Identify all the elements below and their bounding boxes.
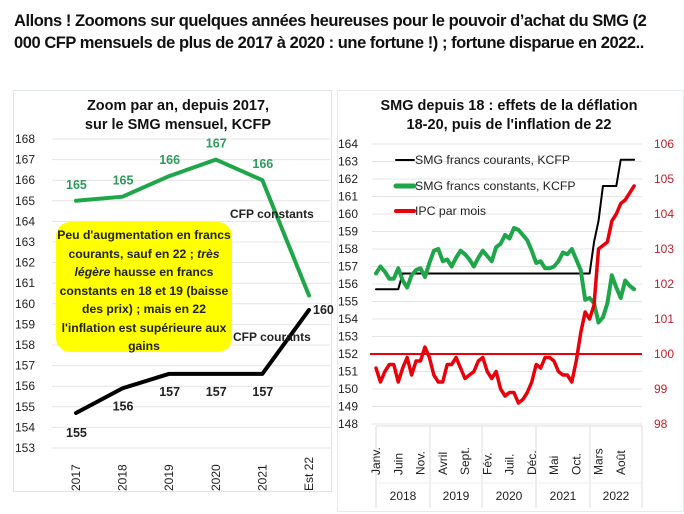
x-year-label: 2020 (496, 489, 523, 503)
x-month-label: Fév. (480, 453, 494, 475)
x-month-label: Août (614, 450, 628, 475)
data-label-constant: 166 (159, 153, 180, 167)
y-tick-label: 157 (15, 359, 35, 373)
y-tick-label: 157 (338, 260, 358, 274)
y-tick-label: 149 (338, 400, 358, 414)
data-label-current: 156 (113, 399, 134, 413)
series-line-current (375, 158, 636, 291)
x-year-label: 2019 (443, 489, 470, 503)
y-tick-label: 156 (15, 379, 35, 393)
y-tick-label: 161 (15, 276, 35, 290)
callout-text-part3: hausse en francs constants en 18 et 19 (… (59, 265, 229, 353)
callout-text-part1: Peu d'augmentation en francs courants, s… (57, 228, 231, 261)
x-month-label: Mai (547, 456, 561, 475)
y-tick-label: 165 (15, 194, 35, 208)
x-year-label: 2018 (390, 489, 417, 503)
y-tick-label: 156 (338, 277, 358, 291)
x-month-label: Déc. (525, 450, 539, 475)
y-tick-label: 155 (15, 400, 35, 414)
y-tick-label: 152 (338, 347, 358, 361)
y2-tick-label: 99 (654, 382, 668, 396)
y2-tick-label: 100 (654, 347, 674, 361)
x-tick-label: 2019 (162, 464, 176, 491)
y-tick-label: 161 (338, 190, 358, 204)
y-tick-label: 155 (338, 295, 358, 309)
x-year-label: 2022 (603, 489, 630, 503)
y2-tick-label: 102 (654, 277, 674, 291)
chart-title-line: 18-20, puis de l'inflation de 22 (407, 117, 612, 133)
legend-entry: SMG francs courants, KCFP (415, 153, 570, 167)
y-tick-label: 158 (338, 242, 358, 256)
y-tick-label: 159 (15, 317, 35, 331)
y-tick-label: 154 (15, 420, 35, 434)
series-line-current (74, 307, 311, 415)
legend-entry: IPC par mois (415, 204, 486, 218)
x-month-label: Avril (436, 452, 450, 475)
x-month-label: Janv. (369, 447, 383, 475)
data-label-current: 160 (313, 303, 334, 317)
y2-tick-label: 101 (654, 312, 674, 326)
y-tick-label: 160 (338, 207, 358, 221)
y-tick-label: 166 (15, 173, 35, 187)
y2-tick-label: 105 (654, 172, 674, 186)
y-tick-label: 148 (338, 417, 358, 431)
y-tick-label: 162 (15, 256, 35, 270)
data-label-constant: 165 (113, 174, 134, 188)
data-label-constant: 166 (252, 157, 273, 171)
x-tick-label: 2020 (209, 464, 223, 491)
y-tick-label: 158 (15, 338, 35, 352)
data-label-current: 157 (252, 385, 273, 399)
y-tick-label: 168 (15, 132, 35, 146)
y-tick-label: 153 (15, 441, 35, 455)
callout-box: Peu d'augmentation en francs courants, s… (56, 222, 232, 353)
x-tick-label: Est 22 (302, 457, 316, 491)
y-tick-label: 150 (338, 382, 358, 396)
x-month-label: Oct. (569, 453, 583, 475)
y-tick-label: 163 (15, 235, 35, 249)
x-tick-label: 2018 (116, 464, 130, 491)
x-year-label: 2021 (550, 489, 577, 503)
data-label-constant: 165 (66, 178, 87, 192)
y-tick-label: 154 (338, 312, 358, 326)
y-tick-label: 164 (338, 137, 358, 151)
chart-title-line: SMG depuis 18 : effets de la déflation (380, 98, 637, 114)
y-tick-label: 167 (15, 153, 35, 167)
callout-text-italic: très légère (74, 246, 220, 280)
y-tick-label: 162 (338, 172, 358, 186)
chart-title-line: Zoom par an, depuis 2017, (87, 98, 269, 114)
data-label-current: 157 (206, 385, 227, 399)
y-tick-label: 160 (15, 297, 35, 311)
x-tick-label: 2017 (69, 464, 83, 491)
x-tick-label: 2021 (255, 464, 269, 491)
x-month-label: Mars (592, 448, 606, 475)
data-label-current: 155 (66, 426, 87, 440)
label-cfp-constants: CFP constants (230, 207, 314, 221)
y-tick-label: 153 (338, 330, 358, 344)
y2-tick-label: 98 (654, 417, 668, 431)
x-month-label: Juil. (503, 454, 517, 475)
y2-tick-label: 104 (654, 207, 674, 221)
data-label-constant: 167 (206, 137, 227, 151)
y-tick-label: 163 (338, 155, 358, 169)
label-cfp-courants: CFP courants (233, 330, 311, 344)
y-tick-label: 151 (338, 365, 358, 379)
legend-entry: SMG francs constants, KCFP (415, 179, 576, 193)
y-tick-label: 159 (338, 225, 358, 239)
x-month-label: Nov. (414, 451, 428, 475)
x-month-label: Sept. (458, 447, 472, 475)
series-line-constant (74, 157, 311, 298)
x-month-label: Juin (391, 453, 405, 475)
series-line-constant (374, 226, 637, 325)
y2-tick-label: 106 (654, 137, 674, 151)
y-tick-label: 164 (15, 214, 35, 228)
data-label-current: 157 (159, 385, 180, 399)
headline: Allons ! Zoomons sur quelques années heu… (14, 12, 647, 52)
y2-tick-label: 103 (654, 242, 674, 256)
chart-title-line: sur le SMG mensuel, KCFP (85, 117, 271, 133)
series-line-ipc (374, 184, 636, 405)
